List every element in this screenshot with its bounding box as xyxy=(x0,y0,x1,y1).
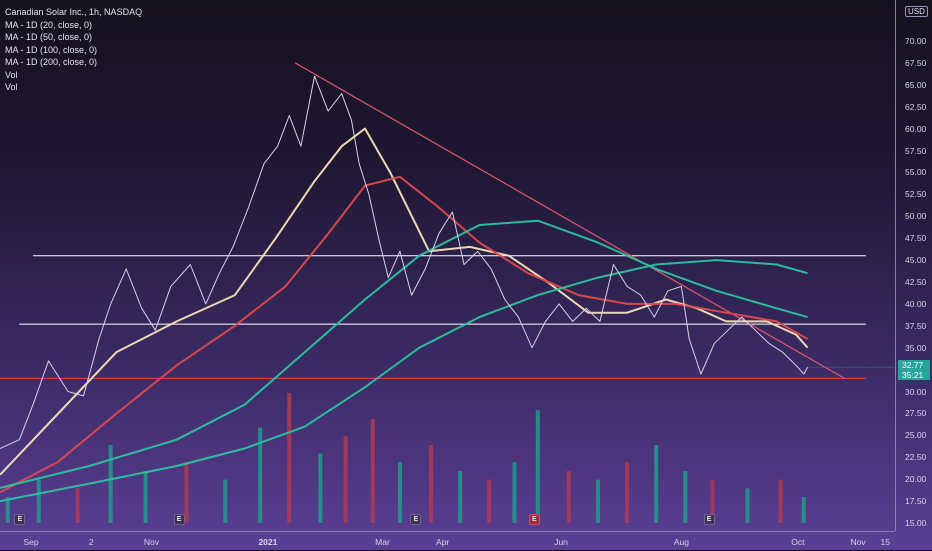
volume-bar xyxy=(36,479,41,523)
price-tick: 17.50 xyxy=(905,496,927,507)
time-tick: Aug xyxy=(673,537,689,547)
legend-title[interactable]: Canadian Solar Inc., 1h, NASDAQ xyxy=(5,7,143,17)
volume-bar xyxy=(258,427,263,523)
time-tick: 15 xyxy=(880,537,891,547)
volume-bar xyxy=(458,471,463,523)
price-tick: 45.00 xyxy=(905,255,927,266)
legend-vol-1[interactable]: Vol xyxy=(5,69,18,80)
volume-bar xyxy=(801,497,806,523)
volume-bar xyxy=(5,497,10,523)
price-tick: 20.00 xyxy=(905,474,927,485)
time-tick: Jun xyxy=(554,537,568,547)
price-tick: 30.00 xyxy=(905,386,927,397)
volume-bar xyxy=(535,410,540,523)
currency-label[interactable]: USD xyxy=(905,6,928,17)
price-tick: 67.50 xyxy=(905,57,927,68)
volume-bar xyxy=(512,462,517,523)
legend-vol-2[interactable]: Vol xyxy=(5,82,18,92)
price-tick: 37.50 xyxy=(905,320,927,331)
time-tick: 2 xyxy=(88,537,94,547)
volume-bar xyxy=(318,453,323,523)
price-tick: 35.00 xyxy=(905,342,927,353)
price-tick: 42.50 xyxy=(905,277,927,287)
price-tick: 47.50 xyxy=(905,233,927,244)
price-tick: 70.00 xyxy=(905,36,927,46)
ma-200-line xyxy=(0,259,808,503)
price-tick: 15.00 xyxy=(905,518,927,528)
volume-bar xyxy=(343,436,348,523)
volume-bar xyxy=(625,462,630,523)
volume-bar xyxy=(654,445,659,523)
chart-legend: Canadian Solar Inc., 1h, NASDAQ MA - 1D … xyxy=(5,6,142,94)
time-axis[interactable]: Sep 2 Nov 2021 Mar Apr Jun Aug Oct Nov 15 xyxy=(0,531,895,551)
earnings-marker[interactable]: E xyxy=(173,514,185,525)
volume-bar xyxy=(143,471,148,523)
price-line xyxy=(0,75,809,449)
legend-ma50[interactable]: MA - 1D (50, close, 0) xyxy=(5,32,93,42)
earnings-marker[interactable]: E xyxy=(528,514,540,525)
descending-trendline xyxy=(294,62,845,379)
volume-bar xyxy=(287,393,292,523)
ma-100-line xyxy=(0,219,808,489)
time-tick: Mar xyxy=(375,537,390,547)
volume-bar xyxy=(778,479,783,523)
volume-bar xyxy=(184,462,189,523)
volume-bar xyxy=(75,488,80,523)
earnings-marker[interactable]: E xyxy=(14,514,26,525)
price-tick: 55.00 xyxy=(905,167,927,178)
price-tick: 22.50 xyxy=(905,452,927,463)
time-tick: Nov xyxy=(143,537,159,547)
volume-bar xyxy=(108,445,113,523)
last-price-label: 32.77 xyxy=(898,360,930,371)
volume-bar xyxy=(745,488,750,523)
volume-bar xyxy=(566,471,571,523)
time-tick: Apr xyxy=(436,537,450,547)
time-tick: Nov xyxy=(850,537,866,547)
price-tick: 57.50 xyxy=(905,145,927,156)
bar-countdown-label: 35:21 xyxy=(898,370,930,381)
ma-20-line xyxy=(0,127,809,476)
volume-bar xyxy=(595,479,600,523)
price-tick: 25.00 xyxy=(905,430,927,441)
earnings-marker[interactable]: E xyxy=(703,514,715,525)
price-tick: 40.00 xyxy=(905,298,927,309)
ma-50-line xyxy=(0,175,809,494)
volume-bar xyxy=(397,462,402,523)
chart-svg xyxy=(0,62,895,523)
price-axis[interactable]: 15.0017.5020.0022.5025.0027.5030.0032.50… xyxy=(896,0,932,531)
time-tick: Sep xyxy=(23,537,39,547)
time-tick: Oct xyxy=(791,537,805,547)
legend-ma20[interactable]: MA - 1D (20, close, 0) xyxy=(5,19,93,30)
volume-bar xyxy=(487,479,492,523)
volume-bar xyxy=(370,419,375,523)
price-tick: 60.00 xyxy=(905,123,927,134)
legend-ma100[interactable]: MA - 1D (100, close, 0) xyxy=(5,44,98,55)
legend-ma200[interactable]: MA - 1D (200, close, 0) xyxy=(5,57,98,67)
earnings-marker[interactable]: E xyxy=(410,514,422,525)
price-tick: 65.00 xyxy=(905,79,927,90)
price-tick: 50.00 xyxy=(905,211,927,222)
price-tick: 27.50 xyxy=(905,408,927,419)
price-tick: 52.50 xyxy=(905,189,927,200)
time-tick: 2021 xyxy=(258,537,278,547)
volume-bar xyxy=(428,445,433,523)
volume-bar xyxy=(223,479,228,523)
volume-bar xyxy=(683,471,688,523)
price-tick: 62.50 xyxy=(905,101,927,112)
volume-bar xyxy=(710,479,715,523)
